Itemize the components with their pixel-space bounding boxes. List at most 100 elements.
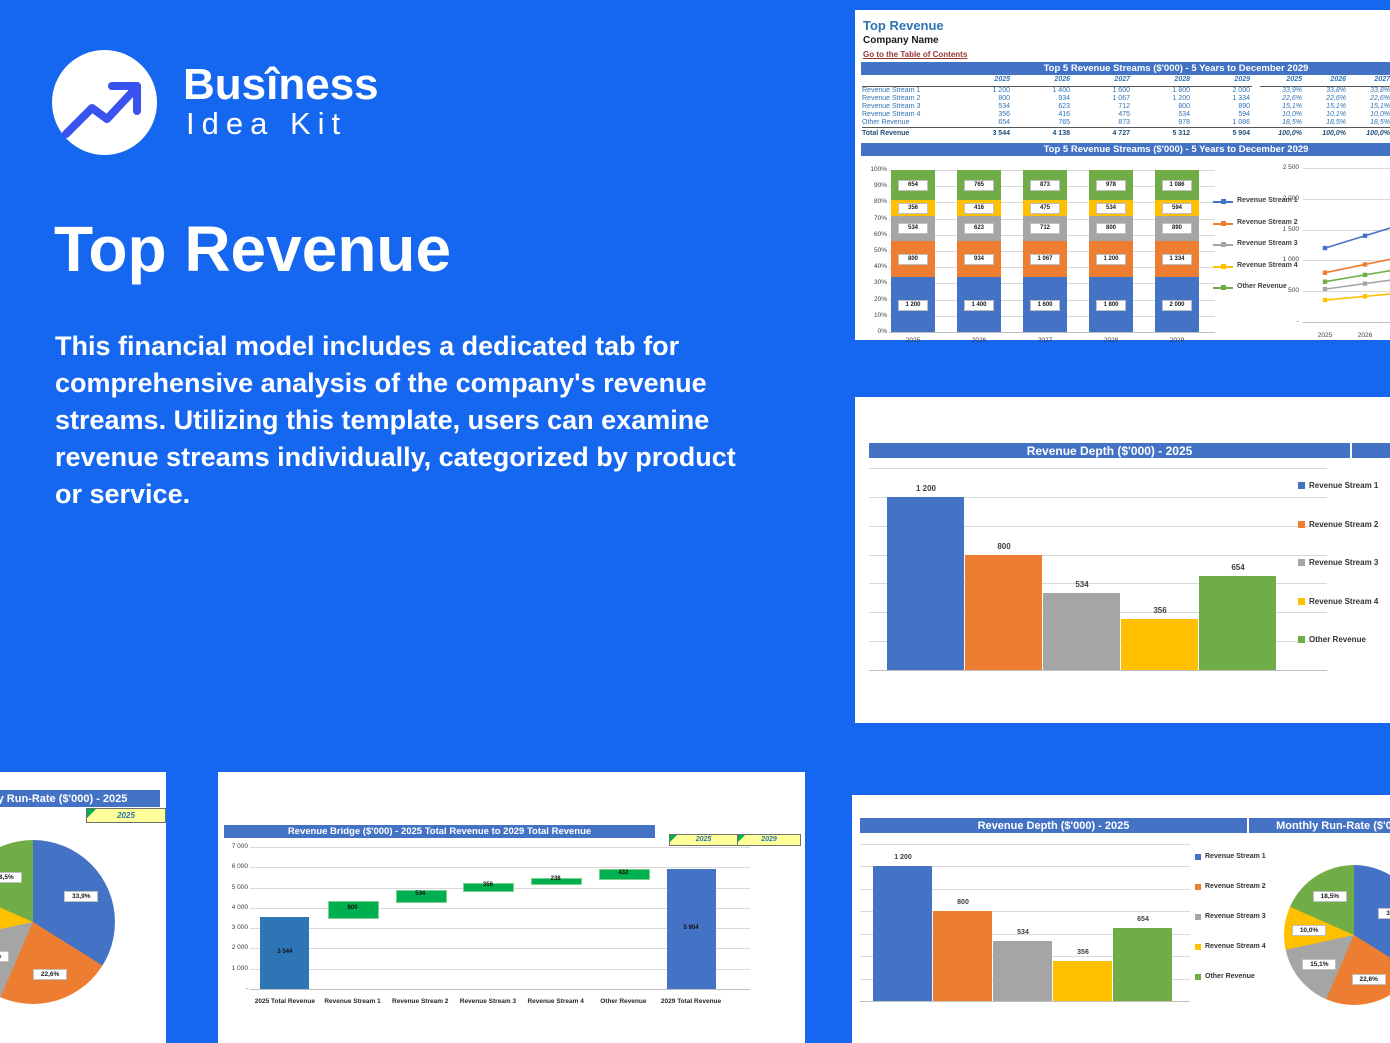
bridge-year-to-selector[interactable]: 2029	[737, 834, 801, 846]
line-marker	[1322, 297, 1328, 303]
waterfall-bar-label: 5 904	[683, 925, 699, 932]
bar-segment-label: 1 800	[1096, 299, 1126, 311]
gridline	[869, 496, 1327, 498]
legend-label: Revenue Stream 2	[1205, 883, 1266, 890]
table-of-contents-link[interactable]: Go to the Table of Contents	[863, 50, 968, 59]
bar-segment-label: 534	[1096, 202, 1126, 214]
bar-segment-label: 800	[1096, 223, 1126, 235]
legend-marker	[1298, 520, 1305, 528]
table-cell	[1252, 119, 1260, 127]
table-cell: 1 800	[1172, 87, 1190, 94]
bar-segment-label: 623	[964, 223, 994, 235]
gridline	[860, 844, 1190, 845]
depth-title: Revenue Depth ($'000) - 2025	[1026, 443, 1193, 458]
panel-revenue-depth: Revenue Depth ($'000) - 2025 1 200 800 534…	[855, 397, 1390, 723]
table-cell: 1 600	[1112, 87, 1130, 94]
panel-top-revenue-sheet: Top Revenue Company Name Go to the Table…	[855, 10, 1390, 344]
bar-segment-label: 534	[898, 223, 928, 235]
y-axis-tick: 1 000	[1282, 256, 1299, 264]
bridge-year-from-selector[interactable]: 2025	[669, 834, 738, 846]
gridline	[889, 332, 1215, 333]
x-axis-tick: 2029	[1169, 337, 1185, 344]
table-cell: 1 200	[1172, 95, 1190, 102]
gridline	[860, 911, 1190, 913]
gridline	[860, 866, 1190, 868]
table-cell	[1252, 95, 1260, 103]
run-rate-titlebar: Monthly Run-Rate ($'000) - 2025	[0, 790, 160, 807]
br-depth-title: Revenue Depth ($'000) - 2025	[977, 819, 1130, 832]
line-marker	[1362, 294, 1368, 299]
waterfall-bar	[531, 877, 583, 885]
gridline	[1303, 291, 1390, 293]
table-cell: 4 138	[1012, 127, 1072, 139]
waterfall-bar-label: 534	[415, 891, 426, 898]
y-axis-tick: 30%	[873, 279, 887, 287]
brand-logo	[52, 50, 157, 155]
table-cell: Revenue Stream 3	[862, 103, 921, 110]
legend-marker	[1298, 636, 1305, 643]
table-cell: 100,0%	[1304, 127, 1348, 139]
legend-item: Other Revenue	[1213, 283, 1305, 293]
pie-slice-label: 33,9%	[1378, 907, 1390, 919]
table-cell	[1252, 127, 1260, 139]
table-cell: 934	[1058, 95, 1070, 102]
bridge-year-from-value: 2025	[695, 836, 712, 843]
table-cell: 1 067	[1112, 95, 1130, 102]
table-cell: 2026	[1012, 74, 1072, 87]
gridline	[1303, 198, 1390, 200]
sheet-title: Top Revenue	[863, 18, 944, 33]
bar-label: 1 200	[915, 483, 937, 493]
bar-segment-label: 654	[898, 179, 928, 191]
chart-titlebar: Top 5 Revenue Streams ($'000) - 5 Years …	[861, 143, 1390, 156]
bar-segment-label: 594	[1162, 202, 1192, 214]
bar-label: 534	[1075, 579, 1089, 589]
table-cell: 18,5%	[1326, 119, 1346, 126]
bar-segment-label: 356	[898, 203, 928, 215]
y-axis-tick: 40%	[873, 263, 887, 271]
table-cell: 2027	[1072, 74, 1132, 87]
year-selector[interactable]: 2025	[86, 808, 166, 823]
table-cell: 18,5%	[1282, 119, 1302, 126]
table-cell: 890	[1238, 103, 1250, 110]
brand-name: Busîness	[183, 60, 379, 109]
titlebar-continuation	[1352, 443, 1390, 458]
bridge-titlebar: Revenue Bridge ($'000) - 2025 Total Reve…	[224, 825, 655, 838]
table-cell: 356	[998, 111, 1010, 118]
panel-monthly-run-rate: Monthly Run-Rate ($'000) - 2025 2025 33,…	[0, 772, 166, 1043]
x-axis-tick: 2025	[905, 337, 921, 344]
line-marker	[1362, 272, 1368, 278]
legend-marker	[1298, 597, 1305, 605]
y-axis-tick: 1 000	[231, 964, 248, 972]
waterfall-bar	[328, 900, 380, 920]
table-cell: 978	[1178, 119, 1190, 126]
bar-segment-label: 890	[1162, 223, 1192, 235]
legend-marker	[1221, 199, 1226, 204]
table-cell: 765	[1058, 119, 1070, 126]
table-cell: Other Revenue	[862, 119, 910, 126]
table-cell: 33,8%	[1326, 87, 1346, 94]
table-cell: 22,6%	[1370, 95, 1390, 102]
table-cell	[862, 74, 952, 87]
bar-segment-label: 416	[964, 203, 994, 215]
table-cell: 10,1%	[1326, 111, 1346, 118]
x-axis-tick: Revenue Stream 4	[527, 998, 584, 1005]
legend-item: Revenue Stream 1	[1213, 197, 1305, 207]
company-name: Company Name	[863, 35, 939, 46]
bar	[965, 554, 1042, 670]
bar	[873, 866, 932, 1001]
gridline	[250, 847, 750, 848]
y-axis-tick: 5 000	[231, 883, 248, 891]
table-cell: 5 312	[1132, 127, 1192, 139]
table-cell: 534	[998, 103, 1010, 110]
line-marker	[1322, 279, 1328, 284]
legend-label: Revenue Stream 1	[1205, 853, 1266, 860]
table-cell: 2025	[952, 74, 1012, 87]
bar	[1113, 927, 1172, 1001]
table-cell: 10,0%	[1370, 111, 1390, 118]
trend-arrow-icon	[62, 82, 141, 138]
bar-label: 654	[1231, 562, 1245, 572]
gridline	[250, 928, 750, 930]
gridline	[250, 907, 750, 909]
waterfall-chart: 7 000 6 000 5 000 4 000 3 000 2 000 1 000 - 3 54…	[228, 842, 773, 1022]
